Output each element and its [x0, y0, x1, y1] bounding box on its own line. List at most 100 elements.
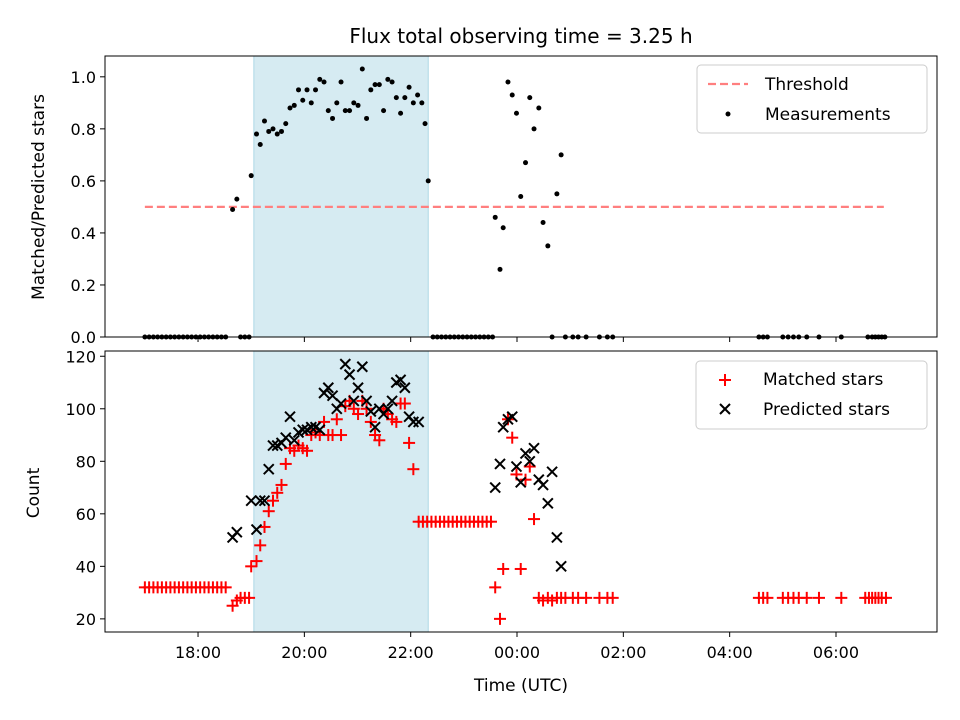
measurement-point [536, 105, 542, 111]
y-tick-label: 0.4 [71, 224, 96, 243]
legend-measurements-swatch [725, 111, 731, 117]
predicted-star-point [314, 424, 326, 436]
predicted-star-point [284, 410, 296, 423]
matched-star-point [403, 436, 416, 449]
predicted-star-point [352, 382, 364, 394]
measurement-point [308, 100, 314, 106]
matched-star-point [250, 555, 263, 568]
predicted-star-point [555, 560, 567, 573]
matched-star-point [835, 591, 848, 604]
predicted-star-point [245, 494, 257, 507]
top-axes-layer: 0.0 0.2 0.4 0.6 0.8 1.0 [71, 68, 837, 347]
measurement-point [376, 82, 382, 88]
matched-star-point [879, 591, 892, 604]
measurement-point [330, 115, 336, 121]
predicted-star-point [335, 397, 347, 410]
bottom-legend-box [695, 360, 928, 430]
top-shaded-region [253, 55, 429, 338]
matched-star-point [245, 560, 258, 573]
measurement-point [342, 108, 348, 114]
bottom-points-layer [138, 358, 892, 625]
matched-star-point [528, 513, 541, 526]
predicted-star-point [322, 382, 334, 394]
matched-star-point [494, 612, 507, 625]
measurement-point [338, 79, 344, 85]
measurement-point [279, 128, 285, 134]
measurement-point [296, 87, 302, 93]
measurement-point [230, 207, 236, 213]
matched-star-point [275, 478, 288, 491]
measurement-point [500, 225, 506, 231]
x-tick-label: 22:00 [388, 643, 434, 662]
measurement-point [531, 126, 537, 132]
measurement-point [313, 87, 319, 93]
predicted-star-point [515, 476, 527, 489]
matched-star-point [580, 591, 593, 604]
predicted-star-point [365, 405, 377, 418]
predicted-star-point [288, 434, 300, 446]
matched-star-point [352, 408, 365, 421]
predicted-star-point [348, 395, 360, 407]
matched-star-point [497, 562, 510, 575]
measurement-point [304, 87, 310, 93]
top-ylabel: Matched/Predicted stars [29, 94, 49, 300]
measurement-point [415, 92, 421, 98]
measurement-point [325, 108, 331, 114]
measurement-point [554, 191, 560, 197]
measurement-point [545, 243, 551, 249]
top-legend: Threshold Measurements [696, 64, 928, 134]
predicted-star-point [524, 455, 536, 468]
matched-star-point [761, 591, 774, 604]
measurement-point [283, 121, 289, 127]
top-legend-box [696, 64, 928, 134]
measurement-point [389, 79, 395, 85]
y-tick-label: 80 [76, 452, 96, 471]
predicted-star-point [258, 494, 271, 507]
predicted-star-point [297, 424, 309, 436]
predicted-star-point [339, 358, 352, 370]
measurement-point [334, 100, 340, 106]
measurement-point [372, 82, 378, 88]
predicted-star-point [519, 447, 532, 460]
legend-threshold-label: Threshold [764, 75, 849, 95]
x-tick-label: 02:00 [600, 643, 646, 662]
measurement-point [364, 115, 370, 121]
measurement-point [368, 87, 374, 93]
predicted-star-point [497, 421, 509, 433]
matched-star-point [484, 515, 497, 528]
top-plot-frame [104, 55, 938, 338]
x-tick-label: 20:00 [281, 643, 327, 662]
measurement-point [254, 131, 260, 137]
x-tick-label: 04:00 [707, 643, 753, 662]
matched-star-point [606, 591, 619, 604]
x-tick-label: 00:00 [494, 643, 540, 662]
top-panel: Flux total observing time = 3.25 h 0.00.… [29, 24, 938, 347]
y-tick-label: 1.0 [71, 68, 96, 87]
measurement-point [261, 118, 267, 124]
predicted-star-point [231, 526, 243, 538]
matched-star-point [335, 429, 348, 442]
matched-star-point [390, 415, 403, 428]
series-predicted-stars [226, 358, 567, 573]
measurement-point [355, 102, 361, 108]
measurement-point [419, 100, 425, 106]
bottom-axes-layer: 20 40 60 80 100 120 18:00 20:00 22:00 00:00 02:00 0… [65, 347, 859, 662]
predicted-star-point [360, 395, 373, 407]
bottom-legend: Matched stars Predicted stars [695, 360, 928, 430]
predicted-star-point [263, 463, 275, 475]
predicted-star-point [254, 494, 266, 507]
measurement-point [317, 76, 323, 82]
matched-star-point [800, 591, 813, 604]
measurement-point [513, 110, 519, 116]
measurement-point [497, 266, 503, 272]
measurement-point [248, 173, 254, 179]
predicted-star-point [267, 439, 279, 452]
measurement-point [347, 108, 353, 114]
matched-star-point [489, 581, 502, 594]
measurement-point [425, 178, 431, 184]
legend-matched-label: Matched stars [763, 370, 883, 390]
matched-star-point [301, 444, 314, 457]
matched-star-point [219, 581, 232, 594]
measurement-point [321, 79, 327, 85]
matched-star-point [243, 591, 256, 604]
